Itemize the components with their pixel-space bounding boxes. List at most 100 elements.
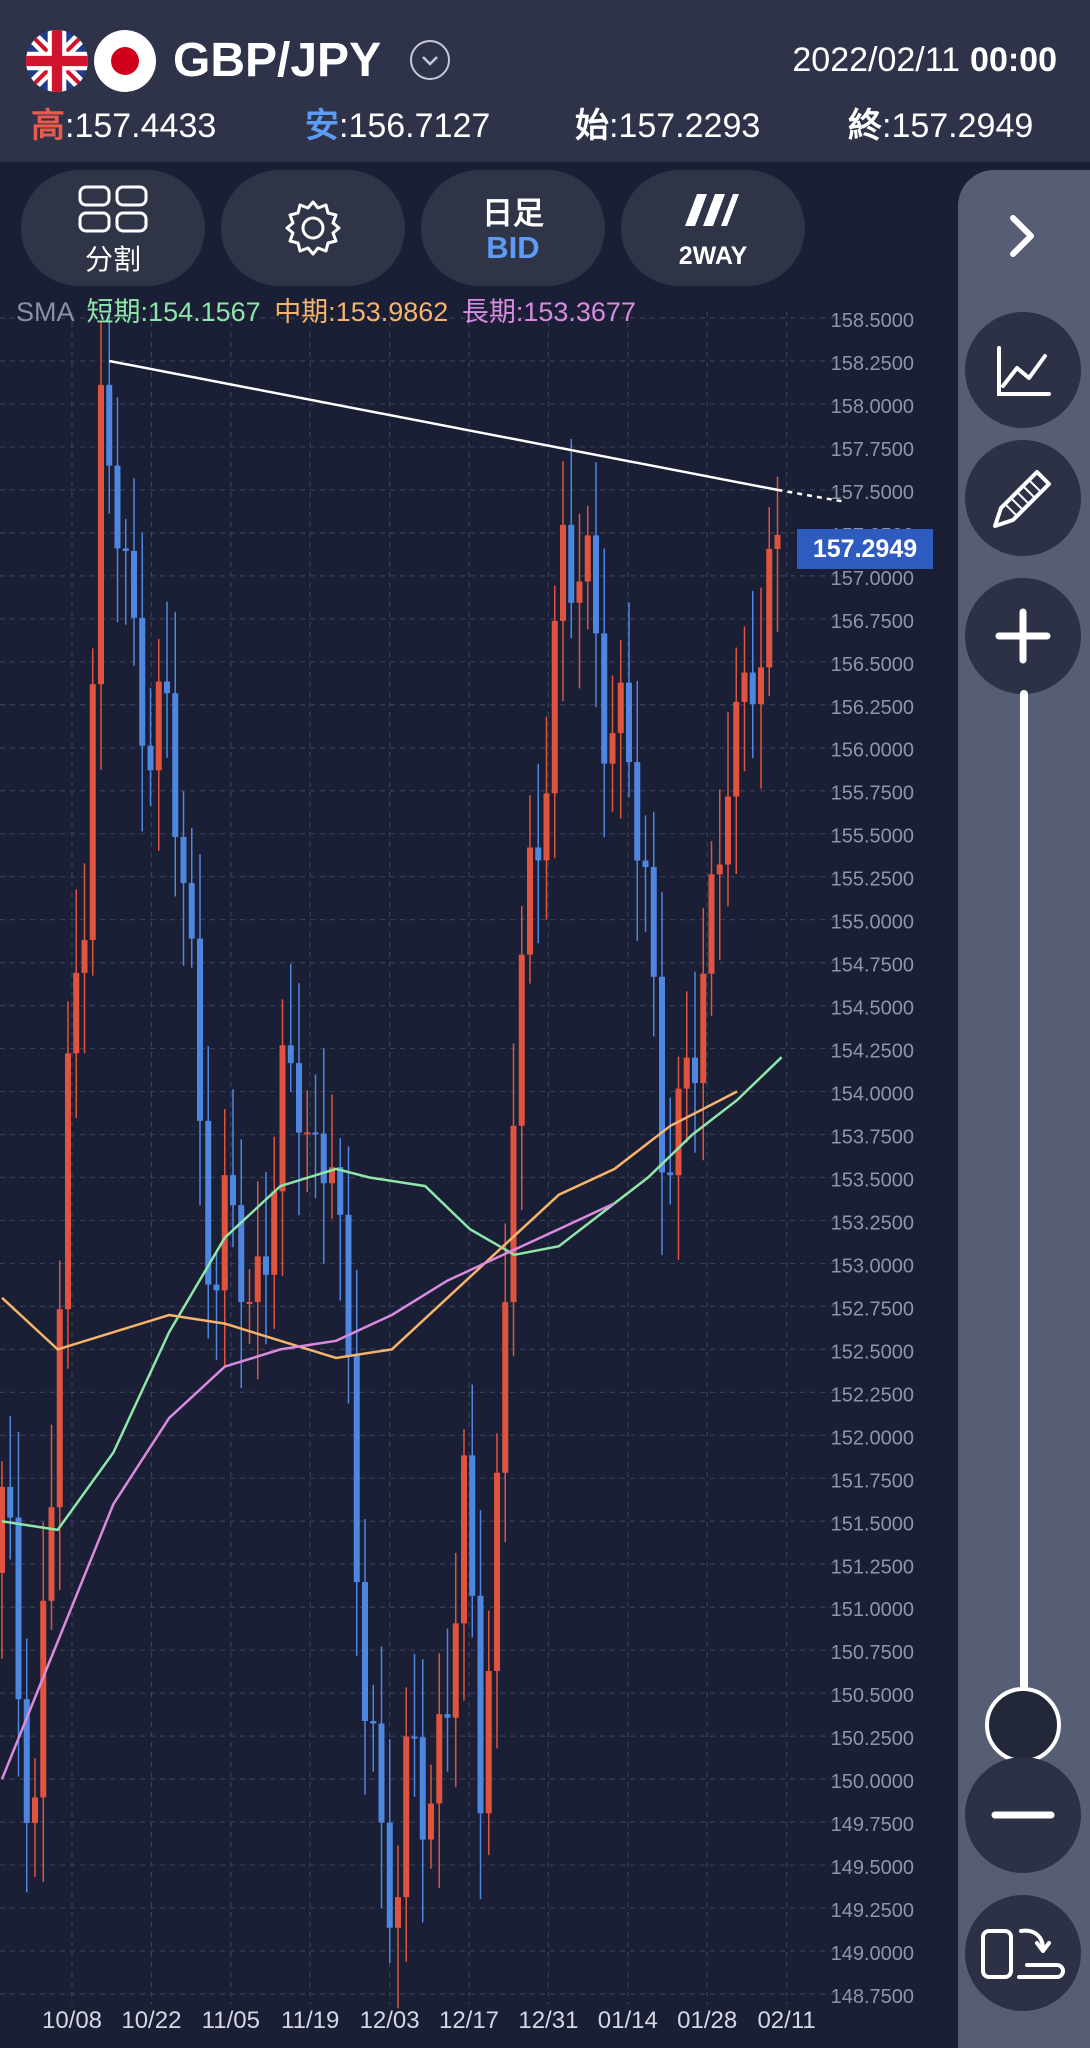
y-tick-label: 152.0000: [831, 1427, 914, 1449]
zoom-slider-track[interactable]: [1020, 690, 1028, 1725]
jp-flag-icon: [94, 30, 156, 92]
candle-body: [296, 1063, 302, 1133]
candle-body: [386, 1822, 393, 1928]
line-chart-icon: [997, 346, 1051, 396]
candle-body: [452, 1623, 459, 1718]
candle-body: [543, 793, 550, 861]
y-tick-label: 151.5000: [831, 1513, 914, 1535]
time-text: 00:00: [970, 41, 1057, 79]
candle-body: [164, 681, 170, 694]
y-tick-label: 156.2500: [831, 697, 914, 719]
candlestick-chart[interactable]: 158.5000 158.2500 158.0000 157.7500 157.5000…: [0, 162, 958, 2048]
candle-body: [584, 535, 591, 582]
zoom-out-button[interactable]: [965, 1757, 1081, 1873]
candle-body: [700, 973, 707, 1084]
sma-legend: SMA 短期:154.1567 中期:153.9862 長期:153.3677: [16, 294, 636, 330]
candle-body: [345, 1214, 352, 1356]
x-tick-label: 12/03: [360, 2007, 420, 2034]
candle-body: [246, 1301, 253, 1304]
candle-body: [98, 384, 104, 685]
candle-body: [106, 384, 113, 466]
y-tick-label: 154.2500: [831, 1041, 914, 1063]
candle-body: [527, 847, 533, 955]
candle-body: [254, 1256, 261, 1302]
candle-body: [370, 1721, 377, 1724]
candle-body: [601, 633, 608, 764]
candle-body: [609, 733, 616, 764]
rotate-screen-button[interactable]: [965, 1895, 1081, 2011]
zoom-in-button[interactable]: [965, 578, 1081, 694]
y-tick-label: 149.5000: [831, 1857, 914, 1879]
minus-icon: [991, 1811, 1055, 1819]
candle-body: [65, 1053, 71, 1310]
timeframe-button[interactable]: 日足 BID: [421, 170, 605, 286]
mode-button[interactable]: 2WAY: [621, 170, 805, 286]
y-tick-label: 153.0000: [831, 1255, 914, 1277]
candle-body: [494, 1472, 500, 1671]
x-tick-label: 01/14: [598, 2007, 658, 2034]
candle-body: [271, 1191, 278, 1275]
candle-body: [551, 620, 558, 794]
candle-body: [675, 1088, 682, 1176]
x-tick-label: 12/17: [439, 2007, 499, 2034]
candle-body: [205, 1120, 212, 1285]
x-tick-label: 12/31: [518, 2007, 578, 2034]
y-tick-label: 154.5000: [831, 998, 914, 1020]
candle-body: [461, 1455, 467, 1624]
candle-body: [114, 465, 121, 549]
current-price-tag: 157.2949: [797, 529, 933, 569]
candle-body: [131, 550, 137, 618]
candle-body: [617, 682, 624, 734]
candle-body: [667, 1172, 674, 1176]
y-tick-label: 150.5000: [831, 1685, 914, 1707]
candle-body: [708, 874, 715, 974]
trend-line-extension: [777, 488, 846, 504]
y-tick-label: 158.0000: [831, 396, 914, 418]
candle-body: [659, 976, 665, 1173]
sma-long-line: [0, 1202, 616, 1780]
split-label: 分割: [84, 244, 141, 275]
candle-body: [444, 1714, 451, 1718]
candle-body: [766, 548, 773, 668]
candle-body: [395, 1897, 401, 1928]
chevron-right-icon: [1010, 215, 1034, 257]
candle-body: [758, 667, 764, 705]
chevron-down-icon[interactable]: [410, 40, 450, 80]
draw-tool-button[interactable]: [965, 440, 1081, 556]
split-view-button[interactable]: 分割: [21, 170, 205, 286]
candle-body: [89, 684, 96, 941]
y-tick-label: 151.0000: [831, 1599, 914, 1621]
collapse-panel-button[interactable]: [965, 178, 1081, 294]
candle-body: [419, 1737, 426, 1840]
candle-body: [428, 1803, 434, 1840]
y-tick-label: 150.0000: [831, 1771, 914, 1793]
x-tick-label: 11/05: [202, 2007, 260, 2034]
indicator-button[interactable]: [965, 312, 1081, 428]
y-tick-label: 152.7500: [831, 1298, 914, 1320]
sma-mid-line: [1, 1090, 738, 1360]
candle-body: [188, 883, 195, 939]
uk-flag-icon: [26, 30, 88, 92]
candle-body: [304, 1132, 311, 1135]
candle-body: [485, 1670, 492, 1814]
candle-body: [403, 1736, 410, 1898]
candle-body: [287, 1045, 294, 1064]
sma-short-line: [1, 1056, 783, 1532]
y-tick-label: 155.2500: [831, 869, 914, 891]
candle-body: [502, 1302, 509, 1473]
candle-body: [73, 972, 80, 1054]
plus-icon: [995, 608, 1051, 664]
candle-body: [147, 745, 154, 771]
candle-body: [518, 954, 525, 1126]
currency-pair-title[interactable]: GBP/JPY: [173, 34, 382, 87]
candle-body: [411, 1736, 418, 1739]
candle-body: [337, 1167, 344, 1215]
candle-body: [279, 1045, 286, 1192]
candle-body: [576, 581, 583, 603]
candle-body: [733, 701, 740, 797]
candle-body: [320, 1133, 327, 1184]
settings-button[interactable]: [221, 170, 405, 286]
candle-body: [32, 1797, 38, 1823]
zoom-slider-thumb[interactable]: [985, 1687, 1061, 1763]
candle-body: [469, 1455, 476, 1596]
